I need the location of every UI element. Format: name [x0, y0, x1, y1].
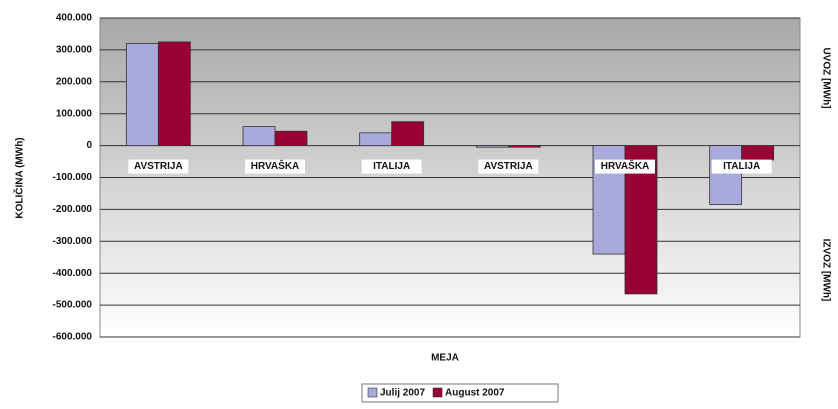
- bar: [709, 145, 743, 206]
- y-tick-label: -200.000: [53, 204, 93, 215]
- y-tick-label: -400.000: [53, 268, 93, 279]
- bar: [242, 126, 276, 146]
- x-axis-label: MEJA: [431, 353, 459, 364]
- x-tick-label: HRVAŠKA: [601, 159, 650, 172]
- y-tick-label: -300.000: [53, 236, 93, 247]
- bar: [507, 145, 541, 148]
- x-tick-box: [711, 159, 772, 174]
- legend-swatch: [367, 387, 378, 398]
- bar: [391, 121, 425, 147]
- x-tick-box: [361, 159, 422, 174]
- bar: [125, 43, 159, 147]
- y-tick-label: 400.000: [56, 13, 93, 24]
- legend-label: August 2007: [445, 388, 505, 399]
- x-tick-label: AVSTRIJA: [484, 161, 533, 172]
- x-tick-box: [245, 159, 305, 174]
- y-tick-label: 0: [86, 140, 92, 151]
- legend-box: [361, 383, 559, 403]
- x-tick-box: [478, 159, 539, 174]
- bar: [741, 145, 775, 161]
- y-axis-label: KOLIČINA (MWh): [13, 137, 26, 218]
- legend-swatch: [432, 387, 443, 398]
- y-tick-label: -500.000: [53, 300, 93, 311]
- bar: [274, 130, 308, 146]
- right-label: UVOZ [MWh]: [820, 47, 831, 108]
- y-tick-label: 100.000: [56, 108, 93, 119]
- x-tick-label: ITALIJA: [723, 161, 760, 172]
- y-tick-label: -600.000: [53, 332, 93, 343]
- x-tick-box: [595, 159, 655, 174]
- right-label: IZVOZ [MWh]: [820, 239, 831, 302]
- bar: [157, 41, 191, 147]
- y-tick-label: 200.000: [56, 76, 93, 87]
- bar: [475, 145, 509, 148]
- legend-label: Julij 2007: [380, 388, 425, 399]
- x-tick-box: [128, 159, 189, 174]
- x-tick-label: HRVAŠKA: [251, 159, 300, 172]
- y-tick-label: -100.000: [53, 172, 93, 183]
- x-tick-label: ITALIJA: [373, 161, 410, 172]
- bar: [359, 132, 393, 146]
- y-tick-label: 300.000: [56, 45, 93, 56]
- x-tick-label: AVSTRIJA: [134, 161, 183, 172]
